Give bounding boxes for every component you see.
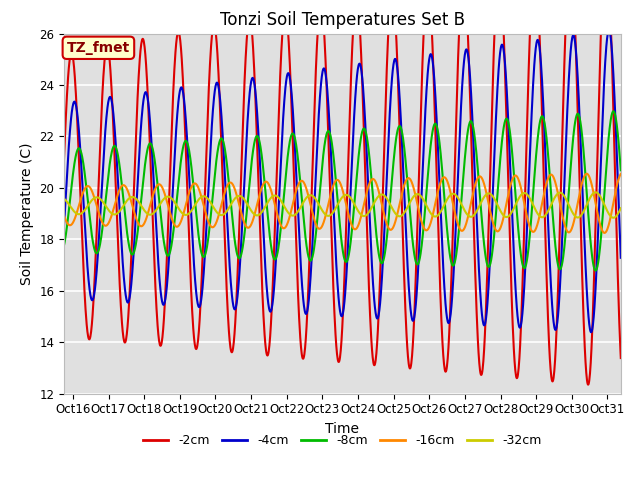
Line: -16cm: -16cm (64, 174, 621, 233)
-8cm (103, 183, 111, 189)
-8cm (592, 268, 600, 274)
-32cm (377, 192, 385, 197)
-2cm (318, 3, 326, 9)
-2cm (308, 186, 316, 192)
-16cm (583, 171, 591, 177)
-4cm (617, 255, 625, 261)
-32cm (318, 207, 326, 213)
-32cm (308, 192, 316, 198)
-16cm (377, 197, 385, 203)
-8cm (126, 246, 134, 252)
-4cm (296, 253, 304, 259)
-16cm (103, 222, 111, 228)
-8cm (609, 108, 617, 114)
Line: -2cm: -2cm (64, 0, 621, 384)
Title: Tonzi Soil Temperatures Set B: Tonzi Soil Temperatures Set B (220, 11, 465, 29)
-8cm (296, 179, 304, 185)
-4cm (60, 223, 68, 229)
-4cm (126, 294, 134, 300)
-16cm (60, 213, 68, 218)
-16cm (617, 171, 625, 177)
-4cm (318, 74, 326, 80)
-32cm (592, 190, 600, 195)
-32cm (617, 205, 625, 211)
-8cm (318, 167, 326, 172)
Line: -32cm: -32cm (64, 192, 621, 218)
-32cm (609, 215, 617, 221)
-16cm (308, 207, 316, 213)
-4cm (588, 329, 595, 335)
Y-axis label: Soil Temperature (C): Soil Temperature (C) (20, 143, 34, 285)
-4cm (377, 291, 385, 297)
-2cm (617, 355, 625, 361)
-32cm (60, 196, 68, 202)
-4cm (308, 254, 316, 260)
-2cm (296, 335, 304, 340)
-2cm (377, 252, 385, 258)
Text: TZ_fmet: TZ_fmet (67, 41, 130, 55)
-4cm (103, 108, 111, 114)
-4cm (605, 27, 612, 33)
-2cm (584, 382, 592, 387)
Line: -8cm: -8cm (64, 111, 621, 271)
-2cm (126, 288, 134, 294)
-8cm (308, 256, 316, 262)
Legend: -2cm, -4cm, -8cm, -16cm, -32cm: -2cm, -4cm, -8cm, -16cm, -32cm (138, 429, 547, 452)
-8cm (617, 168, 625, 173)
-8cm (60, 242, 68, 248)
-16cm (126, 194, 134, 200)
-2cm (103, 43, 111, 48)
-16cm (600, 230, 608, 236)
-32cm (103, 205, 111, 211)
Line: -4cm: -4cm (64, 30, 621, 332)
-2cm (60, 156, 68, 162)
-16cm (296, 179, 304, 184)
X-axis label: Time: Time (325, 422, 360, 436)
-8cm (377, 259, 385, 265)
-32cm (126, 195, 134, 201)
-32cm (296, 205, 304, 211)
-16cm (318, 224, 326, 229)
